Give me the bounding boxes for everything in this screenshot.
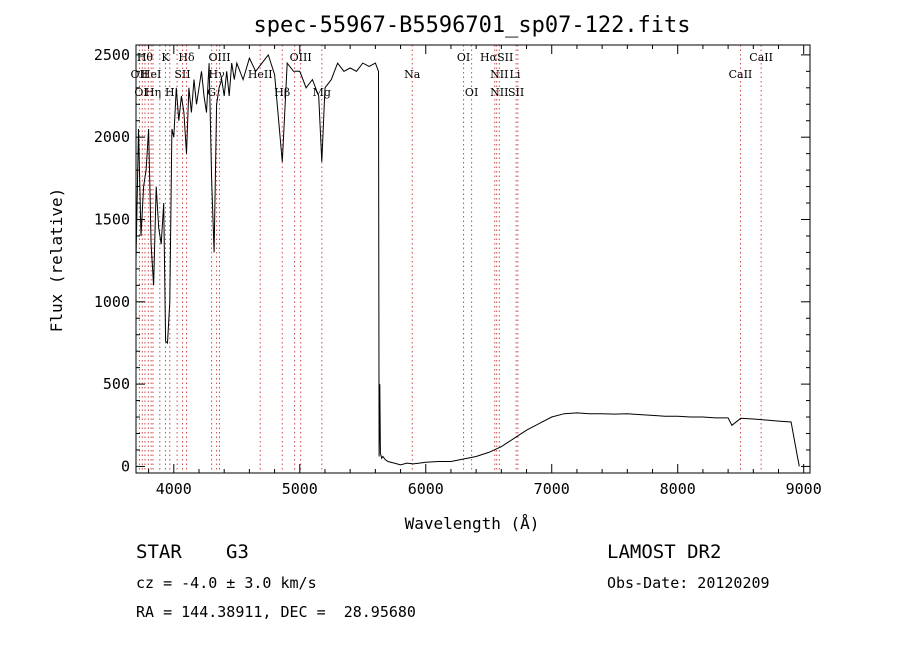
y-tick-label: 2000 [94, 128, 130, 146]
x-tick-label: 7000 [534, 480, 570, 498]
object-subclass: G3 [226, 541, 249, 563]
y-tick-label: 1000 [94, 293, 130, 311]
coordinates-text: RA = 144.38911, DEC = 28.95680 [136, 603, 416, 621]
y-axis-label: Flux (relative) [47, 188, 66, 333]
redshift-text: cz = -4.0 ± 3.0 km/s [136, 574, 317, 592]
line-label: Hδ [178, 51, 195, 64]
x-tick-label: 9000 [786, 480, 822, 498]
x-tick-label: 4000 [156, 480, 192, 498]
flux-series-line [135, 53, 800, 467]
y-tick-label: 0 [121, 457, 130, 475]
line-label: Li [510, 68, 521, 81]
y-tick-label: 500 [103, 375, 130, 393]
spectral-line-markers [138, 45, 762, 473]
line-label: H [165, 86, 175, 99]
line-label: Mg [313, 86, 331, 99]
line-label: HeI [141, 68, 161, 81]
line-label: OI [457, 51, 470, 64]
line-label: Na [404, 68, 421, 81]
line-label: SII [508, 86, 524, 99]
line-label: SII [174, 68, 190, 81]
line-label: OII [131, 68, 149, 81]
line-label: OIII [290, 51, 312, 64]
x-axis-label: Wavelength (Å) [405, 514, 540, 533]
chart-title: spec-55967-B5596701_sp07-122.fits [253, 13, 690, 38]
line-label: Hγ [209, 68, 226, 81]
y-tick-label: 1500 [94, 210, 130, 228]
line-label: Hθ [137, 51, 154, 64]
y-tick-label: 2500 [94, 46, 130, 64]
line-label: OIII [208, 51, 230, 64]
x-tick-label: 8000 [660, 480, 696, 498]
y-axis-ticks: 0 500 1000 1500 2000 2500 [94, 46, 810, 475]
x-tick-label: 6000 [408, 480, 444, 498]
line-label: OI [134, 86, 147, 99]
line-label: CaII [749, 51, 773, 64]
line-label: HeII [248, 68, 273, 81]
plot-frame [135, 44, 811, 474]
x-tick-label: 5000 [282, 480, 318, 498]
survey-name: LAMOST DR2 [607, 541, 722, 563]
line-label: NII [490, 68, 508, 81]
x-axis-ticks: 4000 5000 6000 7000 8000 9000 [148, 45, 822, 498]
line-label: Hη [145, 86, 161, 99]
line-label: G [207, 86, 216, 99]
object-class: STAR [136, 541, 182, 563]
line-label: NII [490, 86, 508, 99]
observation-date: Obs-Date: 20120209 [607, 574, 770, 592]
line-label: HαSII [480, 51, 513, 64]
line-label: OI [465, 86, 478, 99]
line-label: CaII [729, 68, 753, 81]
line-label: K [161, 51, 170, 64]
